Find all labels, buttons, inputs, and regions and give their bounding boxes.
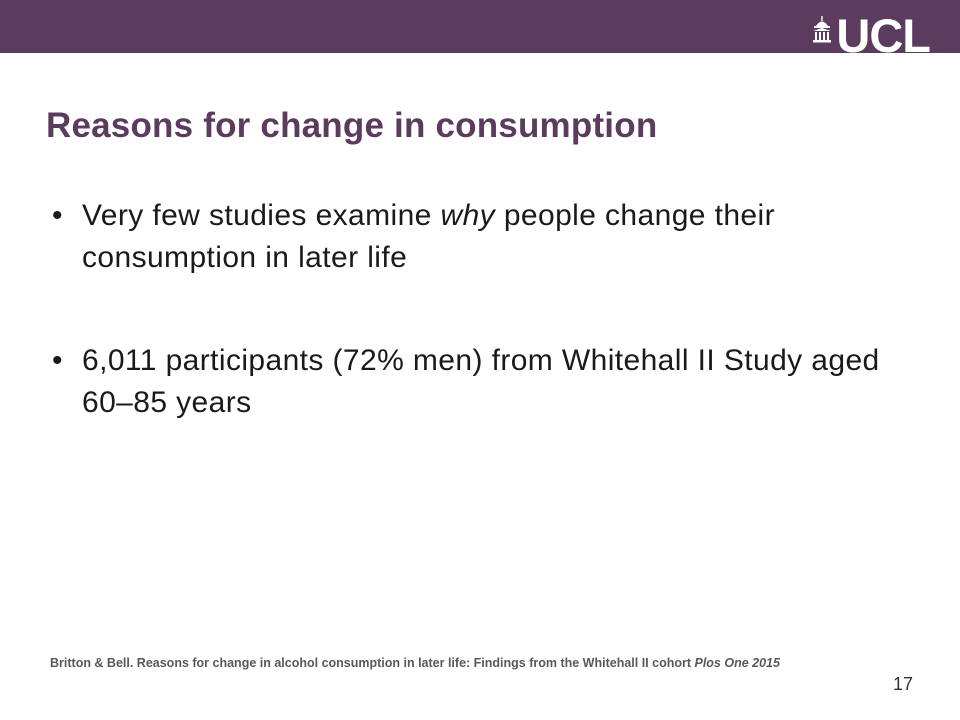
bullet-item-studies: • Very few studies examine why people ch… xyxy=(46,195,906,279)
logo-text: UCL xyxy=(836,9,931,62)
bullet-item-participants: • 6,011 participants (72% men) from Whit… xyxy=(46,340,906,424)
ucl-logo: UCL xyxy=(812,9,931,62)
bullet-marker: • xyxy=(52,344,63,377)
bullet-text-after: people change their consumption in later… xyxy=(82,199,775,274)
bullet-list: • Very few studies examine why people ch… xyxy=(46,195,906,424)
citation-journal: Plos One 2015 xyxy=(694,656,780,670)
portico-icon xyxy=(813,16,832,43)
page-number: 17 xyxy=(893,674,914,694)
bullet-text-before: Very few studies examine xyxy=(82,199,441,232)
citation-text: Britton & Bell. Reasons for change in al… xyxy=(50,656,695,670)
citation: Britton & Bell. Reasons for change in al… xyxy=(50,655,920,671)
slide-title: Reasons for change in consumption xyxy=(46,106,658,145)
header-bar: UCL xyxy=(0,0,960,59)
bullet-marker: • xyxy=(52,199,63,232)
bullet-text-emphasis: why xyxy=(440,199,496,232)
bullet-text: 6,011 participants (72% men) from Whiteh… xyxy=(82,344,880,419)
